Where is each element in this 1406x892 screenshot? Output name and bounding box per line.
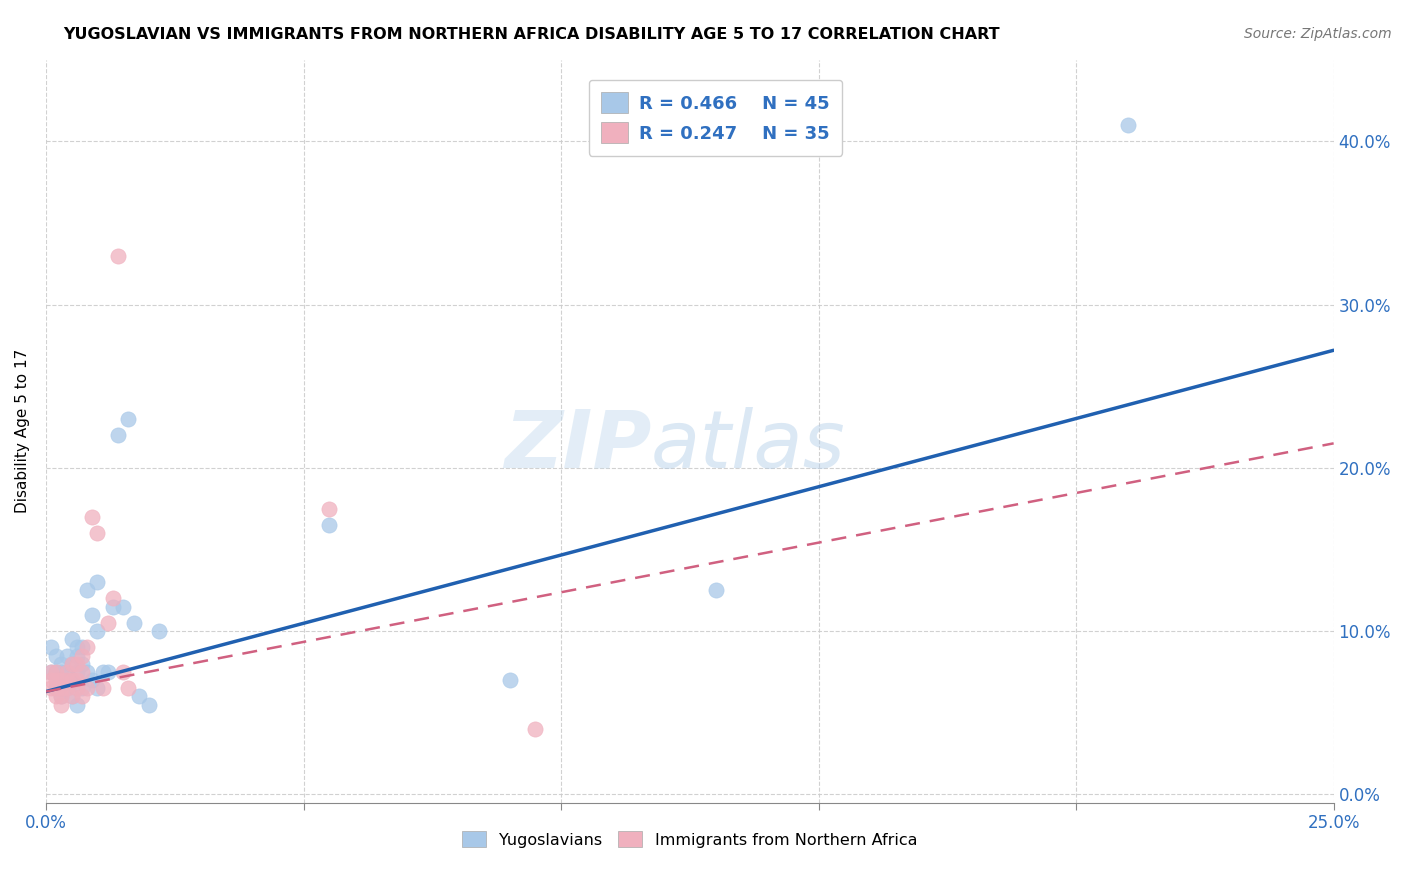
Point bbox=[51, 681, 73, 696]
Point bbox=[45, 681, 67, 696]
Point bbox=[128, 690, 150, 704]
Point bbox=[60, 673, 83, 687]
Point bbox=[66, 665, 89, 679]
Point bbox=[55, 665, 77, 679]
Point bbox=[148, 624, 170, 639]
Point bbox=[86, 526, 108, 541]
Point bbox=[39, 640, 62, 655]
Point bbox=[39, 681, 62, 696]
Point bbox=[138, 698, 160, 712]
Point bbox=[55, 673, 77, 687]
Point bbox=[45, 673, 67, 687]
Point bbox=[76, 681, 98, 696]
Point bbox=[318, 518, 340, 533]
Point bbox=[70, 690, 93, 704]
Point bbox=[45, 648, 67, 663]
Point bbox=[60, 657, 83, 671]
Point bbox=[60, 657, 83, 671]
Text: Source: ZipAtlas.com: Source: ZipAtlas.com bbox=[1244, 27, 1392, 41]
Point bbox=[66, 681, 89, 696]
Point bbox=[704, 583, 727, 598]
Point bbox=[51, 657, 73, 671]
Point bbox=[51, 698, 73, 712]
Point bbox=[60, 673, 83, 687]
Point bbox=[55, 665, 77, 679]
Point bbox=[70, 640, 93, 655]
Point bbox=[122, 615, 145, 630]
Point bbox=[70, 648, 93, 663]
Point bbox=[66, 673, 89, 687]
Point bbox=[86, 624, 108, 639]
Point bbox=[55, 681, 77, 696]
Point bbox=[101, 599, 124, 614]
Point bbox=[45, 665, 67, 679]
Point bbox=[51, 690, 73, 704]
Point bbox=[60, 690, 83, 704]
Point bbox=[97, 615, 120, 630]
Point bbox=[51, 690, 73, 704]
Point bbox=[45, 681, 67, 696]
Point bbox=[45, 690, 67, 704]
Y-axis label: Disability Age 5 to 17: Disability Age 5 to 17 bbox=[15, 349, 30, 513]
Point bbox=[86, 575, 108, 590]
Point bbox=[112, 599, 135, 614]
Point bbox=[82, 673, 104, 687]
Point bbox=[70, 665, 93, 679]
Point bbox=[82, 509, 104, 524]
Point bbox=[39, 673, 62, 687]
Point bbox=[66, 648, 89, 663]
Text: YUGOSLAVIAN VS IMMIGRANTS FROM NORTHERN AFRICA DISABILITY AGE 5 TO 17 CORRELATIO: YUGOSLAVIAN VS IMMIGRANTS FROM NORTHERN … bbox=[63, 27, 1000, 42]
Point bbox=[117, 412, 139, 426]
Point bbox=[86, 681, 108, 696]
Point bbox=[45, 665, 67, 679]
Point bbox=[82, 607, 104, 622]
Point bbox=[97, 665, 120, 679]
Point bbox=[39, 665, 62, 679]
Point bbox=[70, 681, 93, 696]
Point bbox=[66, 657, 89, 671]
Point bbox=[39, 665, 62, 679]
Point bbox=[498, 673, 520, 687]
Point bbox=[91, 665, 114, 679]
Point bbox=[112, 665, 135, 679]
Point bbox=[66, 698, 89, 712]
Point bbox=[76, 583, 98, 598]
Point bbox=[107, 248, 129, 262]
Point bbox=[1116, 118, 1139, 132]
Point bbox=[55, 673, 77, 687]
Point bbox=[51, 673, 73, 687]
Text: atlas: atlas bbox=[651, 407, 846, 485]
Point bbox=[70, 657, 93, 671]
Point bbox=[55, 681, 77, 696]
Point bbox=[60, 632, 83, 647]
Text: ZIP: ZIP bbox=[503, 407, 651, 485]
Point bbox=[117, 681, 139, 696]
Point bbox=[51, 665, 73, 679]
Point bbox=[60, 690, 83, 704]
Point bbox=[76, 640, 98, 655]
Point bbox=[51, 673, 73, 687]
Point bbox=[66, 640, 89, 655]
Point bbox=[318, 501, 340, 516]
Point bbox=[107, 428, 129, 442]
Legend: R = 0.466    N = 45, R = 0.247    N = 35: R = 0.466 N = 45, R = 0.247 N = 35 bbox=[589, 79, 842, 156]
Point bbox=[76, 665, 98, 679]
Point bbox=[524, 722, 547, 736]
Point bbox=[55, 648, 77, 663]
Point bbox=[101, 591, 124, 606]
Point bbox=[91, 681, 114, 696]
